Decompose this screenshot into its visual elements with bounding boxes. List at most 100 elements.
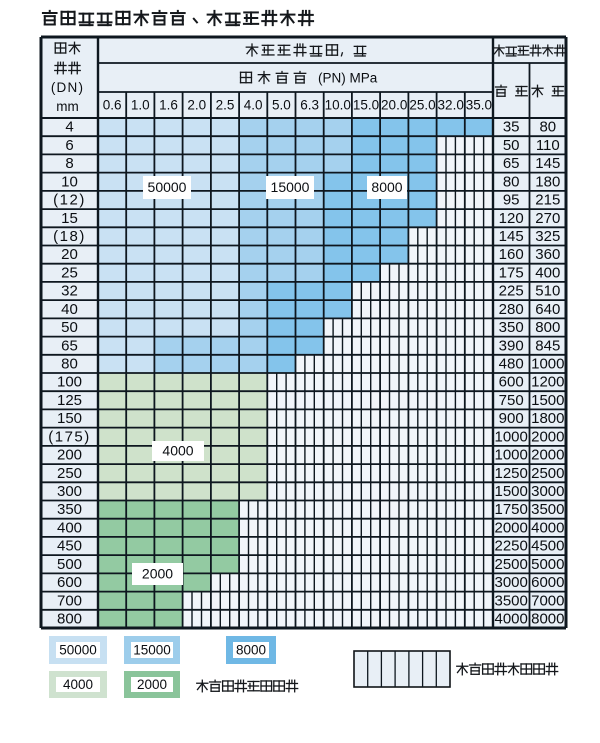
svg-text:145: 145 — [535, 155, 560, 172]
svg-text:280: 280 — [499, 301, 524, 318]
svg-text:50: 50 — [61, 319, 78, 336]
svg-text:1000: 1000 — [531, 356, 564, 373]
svg-text:2000: 2000 — [531, 447, 564, 464]
svg-text:350: 350 — [499, 319, 524, 336]
svg-text:35.0: 35.0 — [466, 98, 492, 113]
svg-text:3000: 3000 — [495, 574, 528, 591]
svg-text:700: 700 — [57, 592, 82, 609]
svg-text:2000: 2000 — [531, 428, 564, 445]
svg-text:1800: 1800 — [531, 410, 564, 427]
svg-text:180: 180 — [535, 173, 560, 190]
svg-text:80: 80 — [61, 356, 78, 373]
svg-text:300: 300 — [57, 483, 82, 500]
svg-text:8: 8 — [65, 155, 73, 172]
svg-text:400: 400 — [535, 264, 560, 281]
svg-text:1200: 1200 — [531, 374, 564, 391]
svg-text:510: 510 — [535, 283, 560, 300]
svg-text:325: 325 — [535, 228, 560, 245]
svg-text:800: 800 — [57, 611, 82, 628]
svg-text:3500: 3500 — [495, 592, 528, 609]
svg-text:1000: 1000 — [495, 428, 528, 445]
svg-text:1750: 1750 — [495, 501, 528, 518]
svg-text:600: 600 — [57, 574, 82, 591]
svg-text:125: 125 — [57, 392, 82, 409]
svg-text:4.0: 4.0 — [244, 98, 263, 113]
svg-text:215: 215 — [535, 192, 560, 209]
svg-text:1.6: 1.6 — [159, 98, 178, 113]
svg-text:4000: 4000 — [531, 519, 564, 536]
svg-text:(175): (175) — [48, 428, 91, 445]
svg-text:50000: 50000 — [59, 643, 97, 658]
svg-text:360: 360 — [535, 246, 560, 263]
svg-text:4000: 4000 — [495, 611, 528, 628]
svg-text:1250: 1250 — [495, 465, 528, 482]
svg-text:6: 6 — [65, 137, 73, 154]
svg-text:200: 200 — [57, 447, 82, 464]
svg-text:20.0: 20.0 — [381, 98, 407, 113]
svg-text:8000: 8000 — [236, 643, 266, 658]
svg-text:2250: 2250 — [495, 538, 528, 555]
svg-text:145: 145 — [499, 228, 524, 245]
svg-text:750: 750 — [499, 392, 524, 409]
svg-text:(18): (18) — [53, 228, 86, 245]
svg-text:(PN) MPa: (PN) MPa — [318, 70, 378, 85]
svg-text:6000: 6000 — [531, 574, 564, 591]
svg-text:2.5: 2.5 — [216, 98, 235, 113]
svg-text:350: 350 — [57, 501, 82, 518]
svg-text:35: 35 — [503, 119, 520, 136]
svg-text:150: 150 — [57, 410, 82, 427]
svg-text:845: 845 — [535, 337, 560, 354]
svg-text:390: 390 — [499, 337, 524, 354]
svg-text:50: 50 — [503, 137, 520, 154]
svg-text:7000: 7000 — [531, 592, 564, 609]
svg-text:95: 95 — [503, 192, 520, 209]
svg-text:32: 32 — [61, 283, 78, 300]
svg-text:800: 800 — [535, 319, 560, 336]
svg-text:8000: 8000 — [371, 179, 402, 195]
svg-text:65: 65 — [61, 337, 78, 354]
svg-text:1.0: 1.0 — [131, 98, 150, 113]
svg-text:2500: 2500 — [495, 556, 528, 573]
svg-text:15000: 15000 — [133, 643, 171, 658]
svg-text:(12): (12) — [53, 192, 86, 209]
svg-text:900: 900 — [499, 410, 524, 427]
svg-text:0.6: 0.6 — [103, 98, 122, 113]
svg-text:10.0: 10.0 — [325, 98, 351, 113]
svg-text:1500: 1500 — [495, 483, 528, 500]
svg-text:225: 225 — [499, 283, 524, 300]
svg-text:480: 480 — [499, 356, 524, 373]
svg-text:2000: 2000 — [495, 519, 528, 536]
svg-text:25: 25 — [61, 264, 78, 281]
svg-text:20: 20 — [61, 246, 78, 263]
svg-text:160: 160 — [499, 246, 524, 263]
svg-text:2000: 2000 — [137, 677, 167, 692]
svg-text:3000: 3000 — [531, 483, 564, 500]
svg-text:500: 500 — [57, 556, 82, 573]
svg-text:110: 110 — [536, 137, 560, 154]
svg-text:120: 120 — [499, 210, 524, 227]
svg-text:15000: 15000 — [271, 179, 310, 195]
svg-text:15: 15 — [61, 210, 78, 227]
svg-text:2500: 2500 — [531, 465, 564, 482]
svg-text:175: 175 — [499, 264, 524, 281]
svg-text:600: 600 — [499, 374, 524, 391]
svg-text:50000: 50000 — [148, 179, 187, 195]
svg-text:5000: 5000 — [531, 556, 564, 573]
svg-text:80: 80 — [539, 119, 556, 136]
svg-text:80: 80 — [503, 173, 520, 190]
svg-text:2.0: 2.0 — [187, 98, 206, 113]
svg-text:8000: 8000 — [531, 611, 564, 628]
svg-text:4000: 4000 — [63, 677, 93, 692]
svg-text:25.0: 25.0 — [409, 98, 435, 113]
svg-text:65: 65 — [503, 155, 520, 172]
svg-text:640: 640 — [535, 301, 560, 318]
svg-text:1000: 1000 — [495, 447, 528, 464]
svg-text:100: 100 — [57, 374, 82, 391]
svg-text:6.3: 6.3 — [300, 98, 319, 113]
svg-text:15.0: 15.0 — [353, 98, 379, 113]
svg-text:2000: 2000 — [142, 566, 173, 582]
svg-text:32.0: 32.0 — [438, 98, 464, 113]
svg-text:4: 4 — [65, 119, 73, 136]
svg-text:(DN): (DN) — [51, 80, 84, 95]
svg-text:mm: mm — [56, 99, 79, 114]
